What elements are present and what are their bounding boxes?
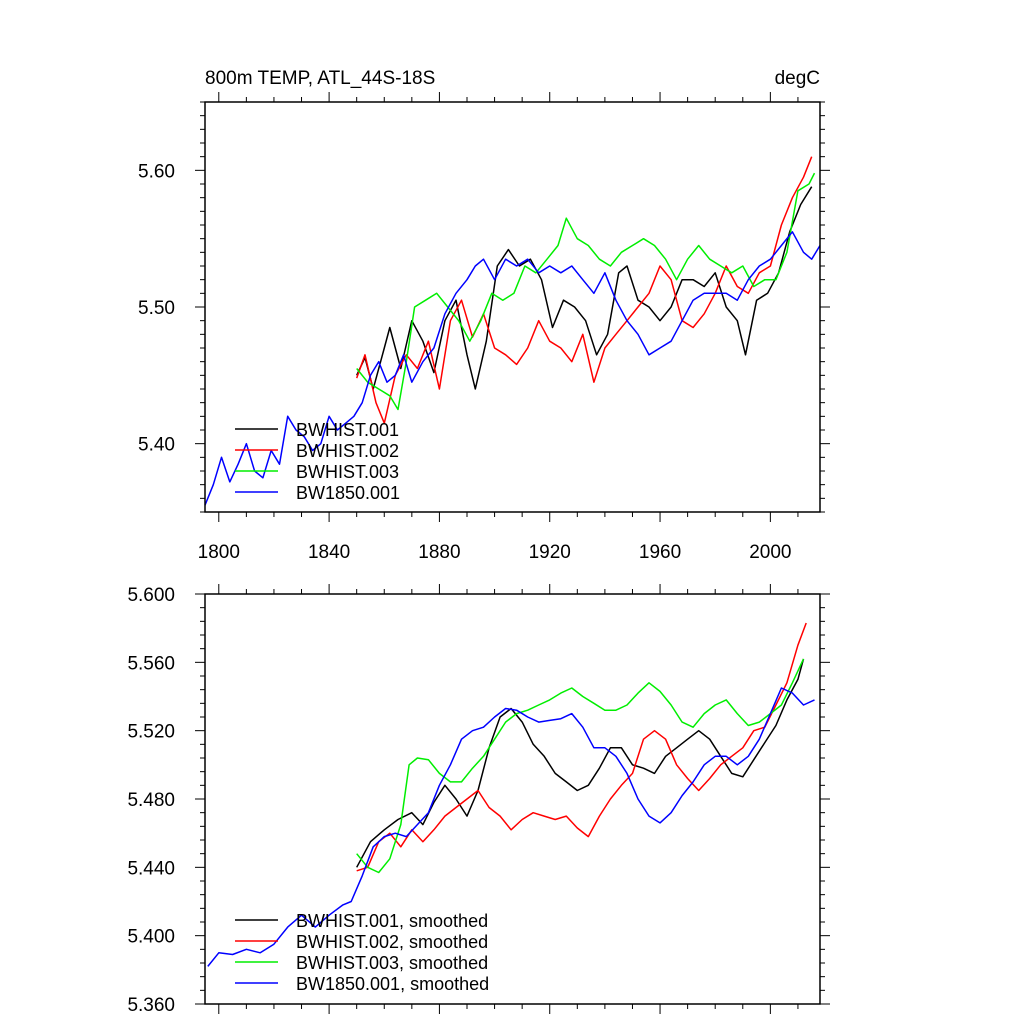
legend-item: BW1850.001, smoothed: [235, 974, 489, 994]
series-line: [356, 658, 805, 874]
legend-label: BWHIST.003, smoothed: [296, 953, 488, 973]
x-tick-label: 2000: [749, 542, 791, 563]
legend-item: BWHIST.001, smoothed: [235, 911, 488, 931]
plot-frame: [204, 101, 821, 513]
x-tick-label: 1960: [639, 542, 681, 563]
legend-label: BWHIST.002: [296, 441, 399, 461]
series-line: [356, 622, 807, 872]
series-layer: [204, 156, 821, 506]
x-tick-label: 1880: [418, 542, 460, 563]
series-layer: [207, 622, 815, 967]
y-tick-label: 5.400: [127, 927, 175, 948]
y-tick-label: 5.520: [127, 722, 175, 743]
y-tick-label: 5.50: [138, 298, 175, 319]
panel-raw-temperature: 800m TEMP, ATL_44S-18S degC 1800 1840 1880…: [138, 68, 830, 563]
legend: BWHIST.001, smoothed BWHIST.002, smoothe…: [235, 911, 489, 994]
series-line: [356, 658, 805, 868]
legend: BWHIST.001 BWHIST.002 BWHIST.003 BW1850.…: [235, 420, 400, 503]
legend-label: BW1850.001, smoothed: [296, 974, 489, 994]
chart-units: degC: [775, 68, 820, 89]
legend-item: BW1850.001: [235, 483, 400, 503]
series-line: [356, 186, 813, 390]
axes-layer: 5.360 5.400 5.440 5.480 5.520 5.560 5.600: [127, 584, 830, 1016]
axes-layer: 1800 1840 1880 1920 1960 2000 5.40 5.50 5.60: [138, 92, 830, 563]
series-line: [355, 156, 813, 424]
chart-title: 800m TEMP, ATL_44S-18S: [205, 68, 435, 89]
legend-item: BWHIST.003: [235, 462, 399, 482]
y-tick-label: 5.360: [127, 995, 175, 1016]
y-tick-label: 5.440: [127, 858, 175, 879]
legend-label: BWHIST.001, smoothed: [296, 911, 488, 931]
legend-item: BWHIST.002, smoothed: [235, 932, 488, 952]
y-tick-label: 5.60: [138, 161, 175, 182]
legend-label: BWHIST.002, smoothed: [296, 932, 488, 952]
x-tick-label: 1800: [198, 542, 240, 563]
legend-label: BWHIST.003: [296, 462, 399, 482]
legend-item: BWHIST.002: [235, 441, 399, 461]
x-tick-label: 1840: [308, 542, 350, 563]
series-line: [356, 172, 816, 411]
legend-item: BWHIST.001: [235, 420, 399, 440]
legend-label: BW1850.001: [296, 483, 400, 503]
legend-item: BWHIST.003, smoothed: [235, 953, 488, 973]
y-tick-label: 5.600: [127, 585, 175, 606]
series-line: [207, 687, 815, 967]
y-tick-label: 5.560: [127, 653, 175, 674]
y-tick-label: 5.40: [138, 435, 175, 456]
series-line: [204, 231, 821, 506]
plot-frame: [204, 593, 821, 1005]
y-tick-label: 5.480: [127, 790, 175, 811]
x-tick-label: 1920: [529, 542, 571, 563]
legend-label: BWHIST.001: [296, 420, 399, 440]
panel-smoothed-temperature: 5.360 5.400 5.440 5.480 5.520 5.560 5.600 BWHI…: [127, 584, 830, 1016]
